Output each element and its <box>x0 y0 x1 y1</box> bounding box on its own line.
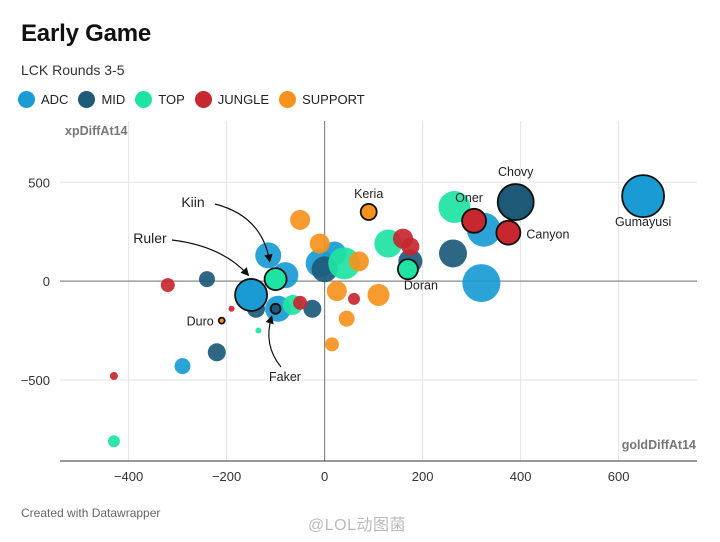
legend-swatch-top <box>135 91 153 108</box>
data-point-top <box>438 190 471 223</box>
data-point-jungle <box>228 305 235 312</box>
point-label: Duro <box>187 315 214 329</box>
x-tick-label: 0 <box>321 469 328 484</box>
data-point-adc <box>234 278 269 312</box>
data-point-mid <box>269 302 282 315</box>
ruler-label-arrow <box>171 239 250 277</box>
data-point-top <box>107 435 120 448</box>
chart-title: Early Game <box>21 20 152 47</box>
chart-subtitle: LCK Rounds 3-5 <box>21 62 125 78</box>
x-axis-label: goldDiffAt14 <box>622 438 696 452</box>
data-points <box>107 174 665 448</box>
data-point-mid <box>303 299 322 318</box>
x-tick-label: −200 <box>212 469 241 484</box>
data-point-mid <box>207 343 226 362</box>
data-point-jungle <box>401 237 420 256</box>
kiin-label-arrow <box>214 203 273 263</box>
chart-legend: ADC MID TOP JUNGLE SUPPORT <box>18 91 375 108</box>
data-point-jungle <box>293 295 308 310</box>
point-label: Oner <box>455 191 483 205</box>
data-point-adc <box>621 174 665 219</box>
legend-label-support: SUPPORT <box>302 92 365 107</box>
data-point-top <box>263 267 288 292</box>
y-axis-label: xpDiffAt14 <box>65 124 128 138</box>
data-point-support <box>324 337 339 352</box>
kiin-label: Kiin <box>181 194 204 210</box>
legend-item-support: SUPPORT <box>279 91 365 108</box>
point-label: Keria <box>354 187 383 201</box>
data-point-adc <box>174 358 191 375</box>
legend-swatch-jungle <box>194 91 212 108</box>
y-tick-label: 0 <box>43 274 50 289</box>
data-point-support <box>359 203 378 221</box>
data-point-jungle <box>160 278 175 293</box>
data-point-support <box>348 251 369 272</box>
data-point-mid <box>496 183 535 221</box>
grid-lines <box>60 121 697 461</box>
point-label: Gumayusi <box>615 215 671 229</box>
data-point-adc <box>462 264 501 303</box>
data-point-mid <box>438 239 467 268</box>
data-point-jungle <box>495 219 522 246</box>
watermark: @LOL动图菌 <box>308 517 406 534</box>
legend-item-adc: ADC <box>18 91 68 108</box>
data-point-support <box>338 310 355 327</box>
data-point-jungle <box>348 292 360 305</box>
point-label: Doran <box>404 278 438 292</box>
faker-label: Faker <box>269 370 301 384</box>
data-point-support <box>290 209 311 230</box>
axes: −400 −200 0 200 400 600 −500 0 500 <box>21 121 697 484</box>
legend-swatch-mid <box>78 91 96 108</box>
data-point-jungle <box>109 372 118 380</box>
y-tick-label: 500 <box>28 175 50 190</box>
legend-label-mid: MID <box>101 92 126 107</box>
x-tick-label: 400 <box>510 469 532 484</box>
faker-label-arrow <box>265 315 282 368</box>
legend-label-top: TOP <box>158 92 185 107</box>
legend-item-jungle: JUNGLE <box>194 91 270 108</box>
y-tick-label: −500 <box>21 373 50 388</box>
data-point-support <box>309 233 330 254</box>
x-tick-label: 200 <box>412 469 434 484</box>
x-tick-label: −400 <box>114 469 143 484</box>
x-tick-label: 600 <box>608 469 630 484</box>
data-point-top <box>396 258 419 281</box>
legend-swatch-support <box>279 91 297 108</box>
legend-swatch-adc <box>18 91 35 108</box>
legend-item-top: TOP <box>135 91 185 108</box>
legend-item-mid: MID <box>78 91 125 108</box>
data-point-top <box>255 327 262 334</box>
point-label: Chovy <box>498 165 534 179</box>
annotations: Gumayusi Chovy Doran Oner Canyon Keria Duro Kii… <box>133 165 671 384</box>
legend-label-jungle: JUNGLE <box>217 92 270 107</box>
ruler-label: Ruler <box>133 230 167 246</box>
point-label: Canyon <box>526 228 569 242</box>
data-point-support <box>326 281 347 301</box>
data-point-support <box>217 316 226 325</box>
data-point-jungle <box>461 207 487 234</box>
data-point-support <box>367 283 390 306</box>
legend-label-adc: ADC <box>41 92 69 107</box>
data-point-mid <box>199 271 215 288</box>
footer-credit: Created with Datawrapper <box>21 506 161 520</box>
